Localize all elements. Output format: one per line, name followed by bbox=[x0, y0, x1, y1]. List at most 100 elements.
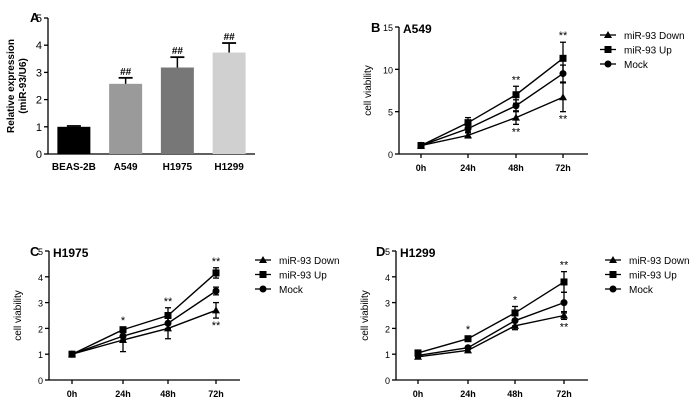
y-axis-label: Relative expression bbox=[6, 39, 17, 133]
legend-marker-circle bbox=[259, 285, 267, 293]
series-line-circle bbox=[71, 290, 217, 355]
x-tick-label: 0h bbox=[67, 389, 78, 399]
data-point-triangle bbox=[559, 93, 567, 101]
legend-label: miR-93 Down bbox=[629, 256, 690, 267]
x-tick-label: 24h bbox=[115, 389, 131, 399]
significance-label: * bbox=[513, 294, 518, 306]
data-point-circle bbox=[417, 142, 425, 150]
data-point-triangle bbox=[512, 113, 520, 121]
y-tick-label: 0 bbox=[388, 150, 393, 160]
significance-label: ** bbox=[212, 320, 221, 332]
y-tick-label: 4 bbox=[385, 273, 390, 283]
data-point-square bbox=[560, 278, 568, 286]
legend-label: Mock bbox=[624, 60, 649, 71]
x-tick-label: 48h bbox=[508, 163, 524, 173]
x-tick-label: A549 bbox=[114, 162, 138, 173]
legend-label: miR-93 Up bbox=[624, 46, 672, 57]
x-tick-label: 72h bbox=[556, 389, 572, 399]
significance-label: ** bbox=[560, 260, 569, 272]
y-tick-label: 0 bbox=[38, 376, 43, 386]
x-tick-label: H1299 bbox=[214, 162, 244, 173]
y-tick-label: 1 bbox=[38, 350, 43, 360]
chart-title: H1299 bbox=[400, 246, 436, 260]
y-tick-label: 2 bbox=[385, 324, 390, 334]
significance-label: ## bbox=[224, 32, 236, 43]
y-axis-label: (miR-93/U6) bbox=[18, 58, 29, 114]
legend-marker-triangle bbox=[259, 256, 267, 263]
series-line-circle bbox=[420, 72, 564, 147]
significance-label: * bbox=[466, 324, 471, 336]
significance-label: ## bbox=[172, 46, 184, 57]
series-line-triangle bbox=[420, 96, 564, 147]
legend-marker-circle bbox=[604, 60, 612, 68]
y-tick-label: 3 bbox=[38, 299, 43, 309]
series-line-square bbox=[417, 281, 565, 354]
y-tick-label: 4 bbox=[36, 40, 42, 52]
y-tick-label: 0 bbox=[385, 376, 390, 386]
y-axis-label: cell viability bbox=[360, 290, 371, 341]
y-tick-label: 15 bbox=[383, 23, 393, 33]
legend-marker-circle bbox=[609, 285, 617, 293]
data-point-square bbox=[511, 309, 519, 317]
significance-label: ** bbox=[560, 321, 569, 333]
significance-label: ** bbox=[212, 256, 221, 268]
data-point-square bbox=[559, 54, 567, 62]
panel-letter: A bbox=[30, 10, 40, 25]
x-tick-label: 72h bbox=[208, 389, 224, 399]
chart-title: A549 bbox=[403, 22, 432, 36]
y-tick-label: 1 bbox=[36, 122, 42, 134]
y-axis-label: cell viability bbox=[13, 290, 24, 341]
y-axis-label: cell viability bbox=[363, 65, 374, 116]
legend-label: miR-93 Up bbox=[279, 271, 327, 282]
legend-marker-square bbox=[609, 271, 617, 278]
x-tick-label: 24h bbox=[460, 389, 476, 399]
bar-beas-2b bbox=[57, 126, 91, 154]
bar-h1299 bbox=[212, 52, 246, 154]
data-point-circle bbox=[68, 350, 76, 358]
x-tick-label: 24h bbox=[460, 163, 476, 173]
legend-label: miR-93 Up bbox=[629, 271, 677, 282]
data-point-circle bbox=[119, 332, 127, 340]
data-point-square bbox=[212, 269, 220, 277]
significance-label: ** bbox=[512, 74, 521, 86]
data-point-circle bbox=[464, 125, 472, 133]
y-tick-label: 5 bbox=[388, 108, 393, 118]
legend-label: miR-93 Down bbox=[279, 256, 340, 267]
data-point-square bbox=[464, 119, 472, 127]
data-point-square bbox=[512, 91, 520, 99]
data-point-circle bbox=[559, 70, 567, 78]
significance-label: * bbox=[121, 315, 126, 327]
data-point-circle bbox=[464, 344, 472, 352]
data-point-triangle bbox=[212, 306, 220, 314]
y-tick-label: 5 bbox=[385, 247, 390, 257]
y-tick-label: 3 bbox=[385, 299, 390, 309]
data-point-triangle bbox=[464, 131, 472, 139]
y-tick-label: 2 bbox=[38, 324, 43, 334]
bar-h1975 bbox=[160, 67, 194, 154]
panel-letter: D bbox=[376, 244, 385, 259]
y-tick-label: 2 bbox=[36, 95, 42, 107]
series-line-triangle bbox=[71, 309, 217, 355]
x-tick-label: 48h bbox=[160, 389, 176, 399]
data-point-circle bbox=[414, 351, 422, 359]
chart-title: H1975 bbox=[53, 246, 89, 260]
x-tick-label: 72h bbox=[555, 163, 571, 173]
y-tick-label: 5 bbox=[38, 247, 43, 257]
data-point-circle bbox=[212, 287, 220, 295]
legend-marker-square bbox=[604, 46, 612, 53]
panel-letter: C bbox=[30, 244, 40, 259]
data-point-circle bbox=[560, 299, 568, 307]
y-tick-label: 5 bbox=[36, 13, 42, 25]
data-point-square bbox=[164, 312, 172, 319]
x-tick-label: 0h bbox=[413, 389, 424, 399]
series-line-square bbox=[71, 272, 217, 355]
legend-label: Mock bbox=[629, 285, 654, 296]
y-tick-label: 3 bbox=[36, 67, 42, 79]
x-tick-label: 0h bbox=[416, 163, 427, 173]
significance-label: ** bbox=[164, 296, 173, 308]
data-point-square bbox=[119, 326, 127, 334]
legend-marker-triangle bbox=[609, 256, 617, 263]
data-point-triangle bbox=[560, 311, 568, 319]
